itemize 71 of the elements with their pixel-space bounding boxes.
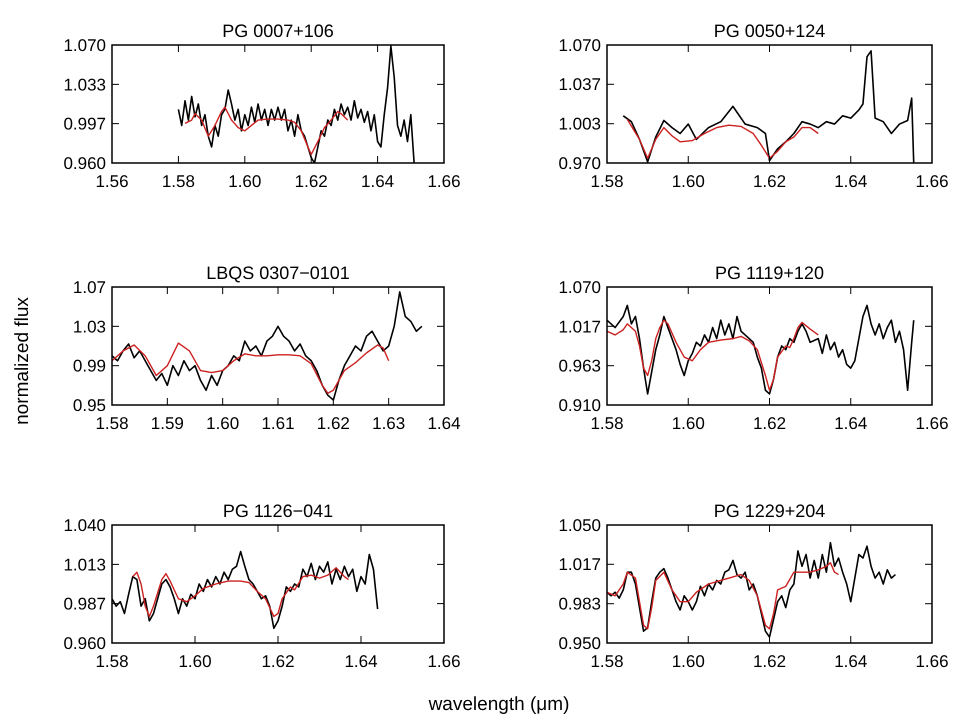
x-tick-label: 1.59 — [150, 414, 184, 433]
y-tick-label: 0.997 — [63, 114, 106, 134]
line-series — [607, 319, 819, 391]
x-tick-label: 1.58 — [95, 652, 129, 671]
x-tick-label: 1.62 — [752, 172, 786, 191]
x-tick-label: 1.64 — [834, 414, 868, 433]
x-tick-label: 1.62 — [752, 652, 786, 671]
x-tick-label: 1.66 — [915, 172, 949, 191]
x-tick-label: 1.64 — [361, 172, 394, 191]
x-tick-label: 1.60 — [178, 652, 212, 671]
y-tick-label: 1.070 — [63, 36, 106, 55]
x-axis-title: wavelength (μm) — [428, 694, 570, 715]
chart-title: PG 1119+120 — [715, 263, 824, 283]
chart-title: LBQS 0307−0101 — [206, 263, 350, 283]
x-tick-label: 1.64 — [834, 652, 868, 671]
line-series — [112, 342, 390, 394]
x-tick-label: 1.60 — [672, 652, 705, 671]
x-tick-label: 1.56 — [95, 172, 129, 191]
y-axis-title: normalized flux — [12, 296, 33, 425]
x-tick-label: 1.64 — [427, 414, 461, 433]
x-tick-label: 1.62 — [294, 172, 328, 191]
y-tick-label: 1.03 — [72, 317, 106, 336]
y-tick-label: 0.99 — [72, 356, 106, 376]
y-tick-label: 1.017 — [558, 317, 601, 336]
x-tick-label: 1.60 — [672, 414, 705, 433]
y-tick-label: 0.963 — [558, 356, 601, 376]
y-tick-label: 1.033 — [63, 75, 106, 94]
x-tick-label: 1.63 — [372, 414, 406, 433]
x-tick-label: 1.58 — [590, 652, 624, 671]
x-tick-label: 1.64 — [344, 652, 378, 671]
x-tick-label: 1.62 — [261, 652, 295, 671]
x-tick-label: 1.62 — [316, 414, 350, 433]
y-tick-label: 1.013 — [63, 555, 106, 574]
x-tick-label: 1.66 — [915, 652, 949, 671]
y-tick-label: 0.95 — [72, 396, 106, 415]
y-tick-label: 0.960 — [63, 634, 106, 653]
y-tick-label: 0.950 — [558, 634, 601, 653]
y-tick-label: 0.960 — [63, 154, 106, 173]
chart-title: PG 1229+204 — [714, 501, 826, 521]
y-tick-label: 1.003 — [558, 114, 601, 134]
line-series — [132, 567, 350, 618]
x-tick-label: 1.66 — [427, 652, 461, 671]
y-tick-label: 1.037 — [558, 75, 601, 94]
chart-title: PG 0007+106 — [222, 21, 334, 41]
y-tick-label: 1.050 — [558, 516, 601, 535]
x-tick-label: 1.61 — [261, 414, 295, 433]
y-tick-label: 1.040 — [63, 516, 106, 535]
y-tick-label: 1.070 — [558, 278, 601, 297]
chart-title: PG 0050+124 — [714, 21, 826, 41]
x-tick-label: 1.60 — [206, 414, 240, 433]
chart-title: PG 1126−041 — [222, 501, 334, 521]
y-tick-label: 0.910 — [558, 396, 601, 415]
x-tick-label: 1.60 — [672, 172, 705, 191]
x-tick-label: 1.58 — [590, 414, 624, 433]
x-tick-label: 1.66 — [427, 172, 461, 191]
x-tick-label: 1.66 — [915, 414, 949, 433]
x-tick-label: 1.60 — [228, 172, 262, 191]
line-series — [184, 106, 348, 156]
x-tick-label: 1.58 — [162, 172, 195, 191]
y-tick-label: 1.07 — [72, 278, 106, 297]
y-tick-label: 1.017 — [558, 555, 601, 574]
x-tick-label: 1.62 — [752, 414, 786, 433]
x-tick-label: 1.58 — [95, 414, 129, 433]
line-series — [626, 118, 819, 159]
y-tick-label: 0.970 — [558, 154, 601, 173]
y-tick-label: 1.070 — [558, 36, 601, 55]
y-tick-label: 0.983 — [558, 594, 601, 614]
y-tick-label: 0.987 — [63, 594, 106, 614]
x-tick-label: 1.64 — [834, 172, 868, 191]
x-tick-label: 1.58 — [590, 172, 624, 191]
line-series — [607, 562, 840, 630]
